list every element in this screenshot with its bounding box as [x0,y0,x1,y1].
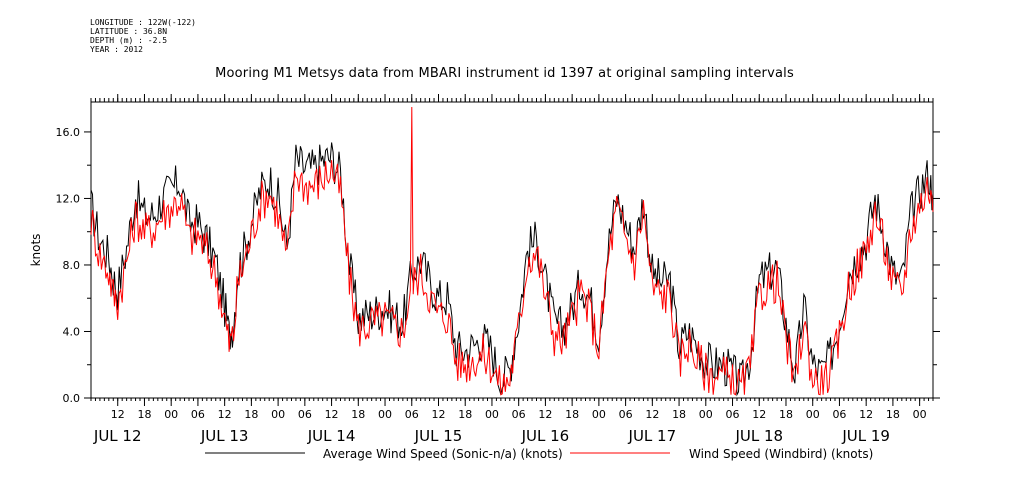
x-tick-label: 18 [458,408,472,421]
x-tick-label: 18 [244,408,258,421]
series-line-sonic [90,142,934,397]
chart-title: Mooring M1 Metsys data from MBARI instru… [215,66,794,81]
x-tick-label: 18 [779,408,793,421]
x-tick-label: 06 [512,408,526,421]
x-day-label: JUL 14 [307,427,356,445]
meta-line: LONGITUDE : 122W(-122) [90,18,196,27]
x-tick-label: 00 [378,408,392,421]
series-layer [90,106,934,397]
x-tick-label: 18 [351,408,365,421]
legend-label-sonic: Average Wind Speed (Sonic-n/a) (knots) [323,447,563,461]
x-tick-label: 06 [832,408,846,421]
meta-line: LATITUDE : 36.8N [90,27,168,36]
x-tick-label: 06 [726,408,740,421]
x-tick-label: 18 [886,408,900,421]
plot-frame [90,98,934,401]
x-day-label: JUL 16 [521,427,570,445]
x-tick-label: 12 [431,408,445,421]
series-line-windbird [90,106,934,396]
x-tick-label: 12 [325,408,339,421]
x-day-label: JUL 13 [200,427,249,445]
meta-line: YEAR : 2012 [90,45,143,54]
x-tick-label: 00 [913,408,927,421]
y-axis-label: knots [29,234,43,267]
x-tick-label: 12 [859,408,873,421]
x-tick-label: 12 [111,408,125,421]
plot-border [90,101,934,399]
x-day-label: JUL 19 [841,427,890,445]
x-tick-label: 12 [645,408,659,421]
x-tick-label: 06 [619,408,633,421]
y-axis: 0.0 4.0 8.0 12.0 16.0 [56,126,940,405]
x-tick-label: 00 [164,408,178,421]
x-tick-label: 06 [405,408,419,421]
x-tick-label: 00 [592,408,606,421]
metadata-block: LONGITUDE : 122W(-122) LATITUDE : 36.8N … [90,18,196,54]
x-tick-label: 12 [752,408,766,421]
meta-line: DEPTH (m) : -2.5 [90,36,168,45]
y-tick-label: 4.0 [63,325,81,338]
y-tick-label: 8.0 [63,259,81,272]
x-axis: 12 18 00 06 12 18 00 06 12 18 00 06 12 18 00 06 12 18 00 06… [93,94,927,445]
legend-label-windbird: Wind Speed (Windbird) (knots) [689,447,873,461]
legend: Average Wind Speed (Sonic-n/a) (knots) W… [205,447,873,461]
x-tick-label: 00 [699,408,713,421]
x-tick-label: 00 [485,408,499,421]
x-tick-label: 18 [565,408,579,421]
x-tick-label: 18 [137,408,151,421]
x-tick-label: 12 [538,408,552,421]
x-day-label: JUL 15 [414,427,463,445]
x-day-label: JUL 17 [628,427,677,445]
y-tick-label: 12.0 [56,192,81,205]
x-tick-label: 06 [191,408,205,421]
x-day-label: JUL 12 [93,427,142,445]
y-tick-label: 0.0 [63,392,81,405]
y-tick-label: 16.0 [56,126,81,139]
x-tick-label: 00 [271,408,285,421]
x-tick-label: 00 [806,408,820,421]
x-tick-label: 12 [218,408,232,421]
x-tick-label: 06 [298,408,312,421]
x-day-label: JUL 18 [734,427,783,445]
x-tick-label: 18 [672,408,686,421]
